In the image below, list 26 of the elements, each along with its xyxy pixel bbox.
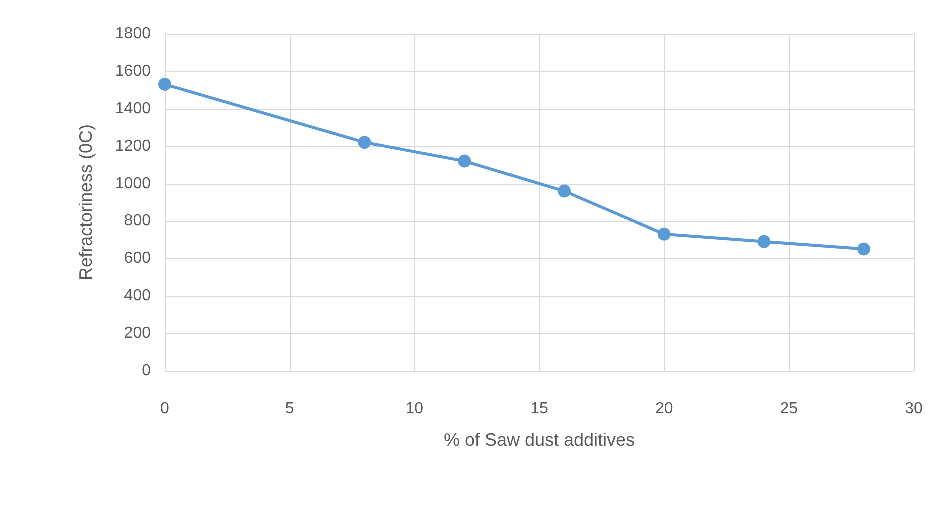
y-axis-title: Refractoriness (0C)	[76, 124, 96, 281]
x-tick-label: 5	[285, 400, 294, 418]
y-tick-label: 600	[124, 250, 152, 268]
point	[758, 235, 771, 248]
x-tick-label: 25	[780, 400, 798, 418]
y-tick-label: 1400	[115, 100, 152, 118]
y-tick-label: 200	[124, 325, 152, 342]
x-tick-label: 0	[160, 400, 170, 418]
point	[658, 228, 671, 241]
x-tick-label: 20	[655, 400, 674, 418]
y-tick-label: 1600	[115, 62, 152, 80]
y-tick-label: 400	[124, 288, 152, 305]
x-tick-label: 30	[905, 400, 923, 418]
point	[158, 78, 172, 92]
y-tick-label: 0	[142, 362, 152, 380]
y-tick-label: 800	[124, 212, 152, 230]
x-tick-label: 15	[530, 400, 548, 418]
point	[358, 136, 372, 150]
x-axis-title: % of Saw dust additives	[444, 430, 636, 450]
point	[458, 154, 472, 168]
x-tick-label: 10	[406, 400, 424, 418]
y-tick-label: 1800	[115, 26, 152, 42]
y-tick-label: 1000	[115, 175, 152, 192]
point	[858, 242, 871, 256]
y-tick-label: 1200	[115, 138, 152, 155]
point	[558, 184, 571, 198]
